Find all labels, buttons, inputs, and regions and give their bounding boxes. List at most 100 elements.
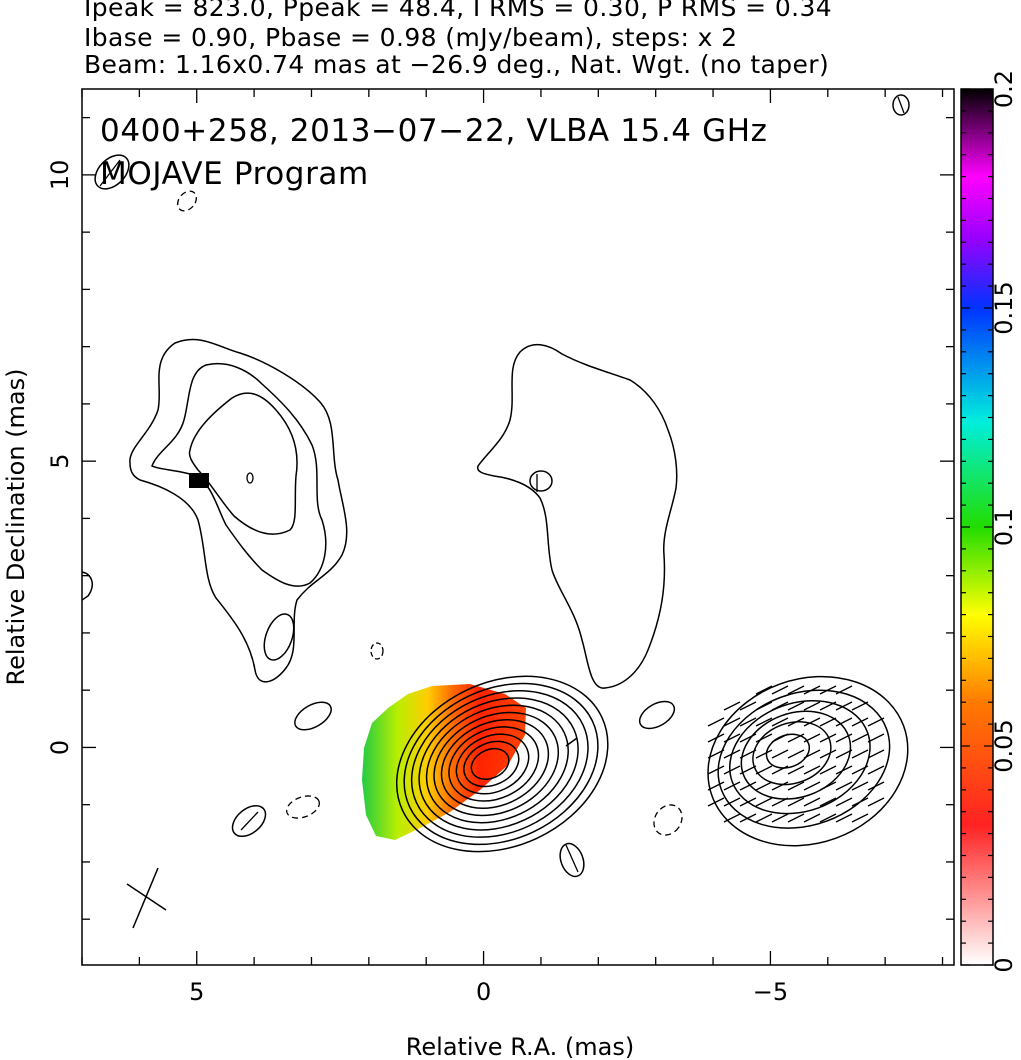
west-contour [729, 700, 871, 815]
pol-vector [707, 717, 725, 727]
small-blob-1 [370, 642, 384, 660]
pol-vector [771, 701, 789, 711]
beam-major-axis [132, 867, 159, 929]
east-lobe-contour-inner [188, 392, 298, 535]
x-tick-label: 5 [189, 978, 204, 1006]
axis-ticks [81, 89, 954, 965]
pol-vector [803, 685, 821, 695]
core-contour [455, 733, 530, 795]
pol-vector [835, 765, 853, 775]
x-axis-label: Relative R.A. (mas) [406, 1033, 634, 1060]
small-blob-7-vector [565, 844, 579, 873]
core-contour [395, 675, 609, 853]
pol-vector [835, 797, 853, 807]
central-lobe-contour [476, 343, 678, 689]
west-polarization-vectors [707, 685, 885, 823]
pol-vector [803, 797, 821, 807]
pol-vector [755, 797, 773, 807]
pol-vector [803, 733, 821, 743]
beam-minor-axis [126, 883, 167, 911]
pol-vector [803, 717, 821, 727]
pol-vector [787, 685, 805, 695]
top-right-vector [897, 96, 905, 114]
east-lobe-contour-mid [151, 363, 327, 587]
pol-vector [739, 813, 757, 823]
core-contour [410, 690, 589, 838]
pol-vector [739, 733, 757, 743]
pol-vector [835, 781, 853, 791]
axis-tick-labels: 5 0 −5 0 5 10 [46, 160, 788, 1006]
pol-vector [707, 765, 725, 775]
pol-vector [803, 701, 821, 711]
pol-vector [851, 765, 869, 775]
pol-vector [755, 685, 773, 695]
pol-vector [723, 717, 741, 727]
east-lobe-blob [246, 472, 254, 484]
core-contour [425, 704, 569, 824]
pol-vector [819, 685, 837, 695]
plot-frame [81, 88, 955, 966]
pol-vector [771, 733, 789, 743]
pol-vector [723, 813, 741, 823]
core-contour [440, 719, 550, 809]
top-left-vector [99, 159, 121, 187]
pol-vector [723, 749, 741, 759]
left-edge-contour [82, 571, 93, 601]
pol-vector [803, 749, 821, 759]
pol-vector [771, 781, 789, 791]
pol-vector [723, 781, 741, 791]
pol-vector [755, 733, 773, 743]
core-contour [463, 740, 520, 788]
pol-vector [819, 749, 837, 759]
pol-vector [787, 781, 805, 791]
pol-vector [787, 813, 805, 823]
x-tick-label: 0 [476, 978, 491, 1006]
pol-vector [787, 701, 805, 711]
y-tick-label: 0 [46, 740, 74, 755]
pol-vector [771, 685, 789, 695]
pol-vector [723, 701, 741, 711]
pol-vector [787, 733, 805, 743]
pol-vector [787, 749, 805, 759]
pol-vector [755, 781, 773, 791]
colorbar-tick-labels: 0 0.05 0.1 0.15 0.2 [990, 70, 1018, 973]
pol-vector [787, 717, 805, 727]
x-tick-label: −5 [753, 978, 788, 1006]
pol-vector [755, 813, 773, 823]
pol-vector [787, 765, 805, 775]
core-contour [433, 711, 560, 817]
pol-vector [867, 749, 885, 759]
pol-vector [867, 717, 885, 727]
pol-vector [755, 749, 773, 759]
pol-vector [851, 733, 869, 743]
pol-vector [739, 701, 757, 711]
pol-vector [835, 685, 853, 695]
header-line-1: Ipeak = 823.0, Ppeak = 48.4, I RMS = 0.3… [84, 0, 833, 22]
pol-vector [867, 797, 885, 807]
top-right-blob [892, 94, 910, 116]
pol-vector [771, 813, 789, 823]
pol-vector [819, 781, 837, 791]
pol-vector [707, 781, 725, 791]
pol-vector [723, 733, 741, 743]
east-lobe-south-blob [263, 613, 295, 661]
pol-vector [707, 733, 725, 743]
pol-vector [819, 717, 837, 727]
core-contour [403, 682, 599, 846]
pol-vector [851, 717, 869, 727]
pol-vector [755, 765, 773, 775]
core-contours [395, 675, 609, 853]
pol-vector [867, 781, 885, 791]
header-line-3: Beam: 1.16x0.74 mas at −26.9 deg., Nat. … [84, 50, 830, 79]
west-component-contours [707, 675, 909, 847]
pol-vector [851, 781, 869, 791]
small-blob-5 [638, 700, 676, 730]
core-contour [470, 747, 510, 781]
pol-vector [835, 701, 853, 711]
west-contour [707, 675, 909, 847]
small-blob-2 [294, 701, 332, 731]
colorbar-tick-label: 0.05 [990, 719, 1018, 772]
pol-vector [819, 733, 837, 743]
core-contour [448, 726, 540, 802]
